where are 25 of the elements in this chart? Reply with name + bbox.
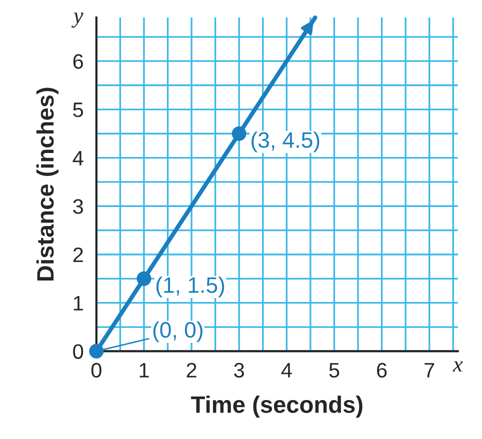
y-tick-label: 4 bbox=[72, 151, 84, 166]
x-tick-label: 4 bbox=[281, 363, 292, 378]
x-tick-label: 2 bbox=[186, 362, 196, 378]
annotation: (0, 0) bbox=[153, 321, 202, 342]
x-tick-label: 7 bbox=[424, 363, 434, 378]
x-axis-title: Time (seconds) bbox=[191, 396, 362, 418]
text: y bbox=[72, 12, 84, 28]
y-tick-label: 2 bbox=[73, 247, 83, 262]
point bbox=[232, 126, 246, 141]
y-tick-label: 5 bbox=[73, 102, 84, 118]
y-tick-label: 3 bbox=[73, 199, 83, 214]
x-tick-label: 3 bbox=[234, 362, 244, 378]
annotation: (3, 4.5) bbox=[252, 132, 320, 152]
x-tick-label: 6 bbox=[377, 362, 387, 378]
annotation: (1, 1.5) bbox=[156, 276, 224, 298]
y-tick-label: 0 bbox=[73, 344, 84, 359]
y-tick-label: 6 bbox=[73, 54, 83, 69]
x-tick-label: 5 bbox=[329, 363, 340, 378]
text: x bbox=[452, 361, 463, 372]
y-axis-title: Distance (inches) bbox=[36, 88, 58, 281]
point bbox=[136, 271, 152, 286]
x-tick-label: 0 bbox=[91, 362, 102, 378]
y-tick-label: 1 bbox=[74, 296, 83, 310]
x-tick-label: 1 bbox=[140, 363, 149, 378]
point bbox=[89, 344, 104, 358]
